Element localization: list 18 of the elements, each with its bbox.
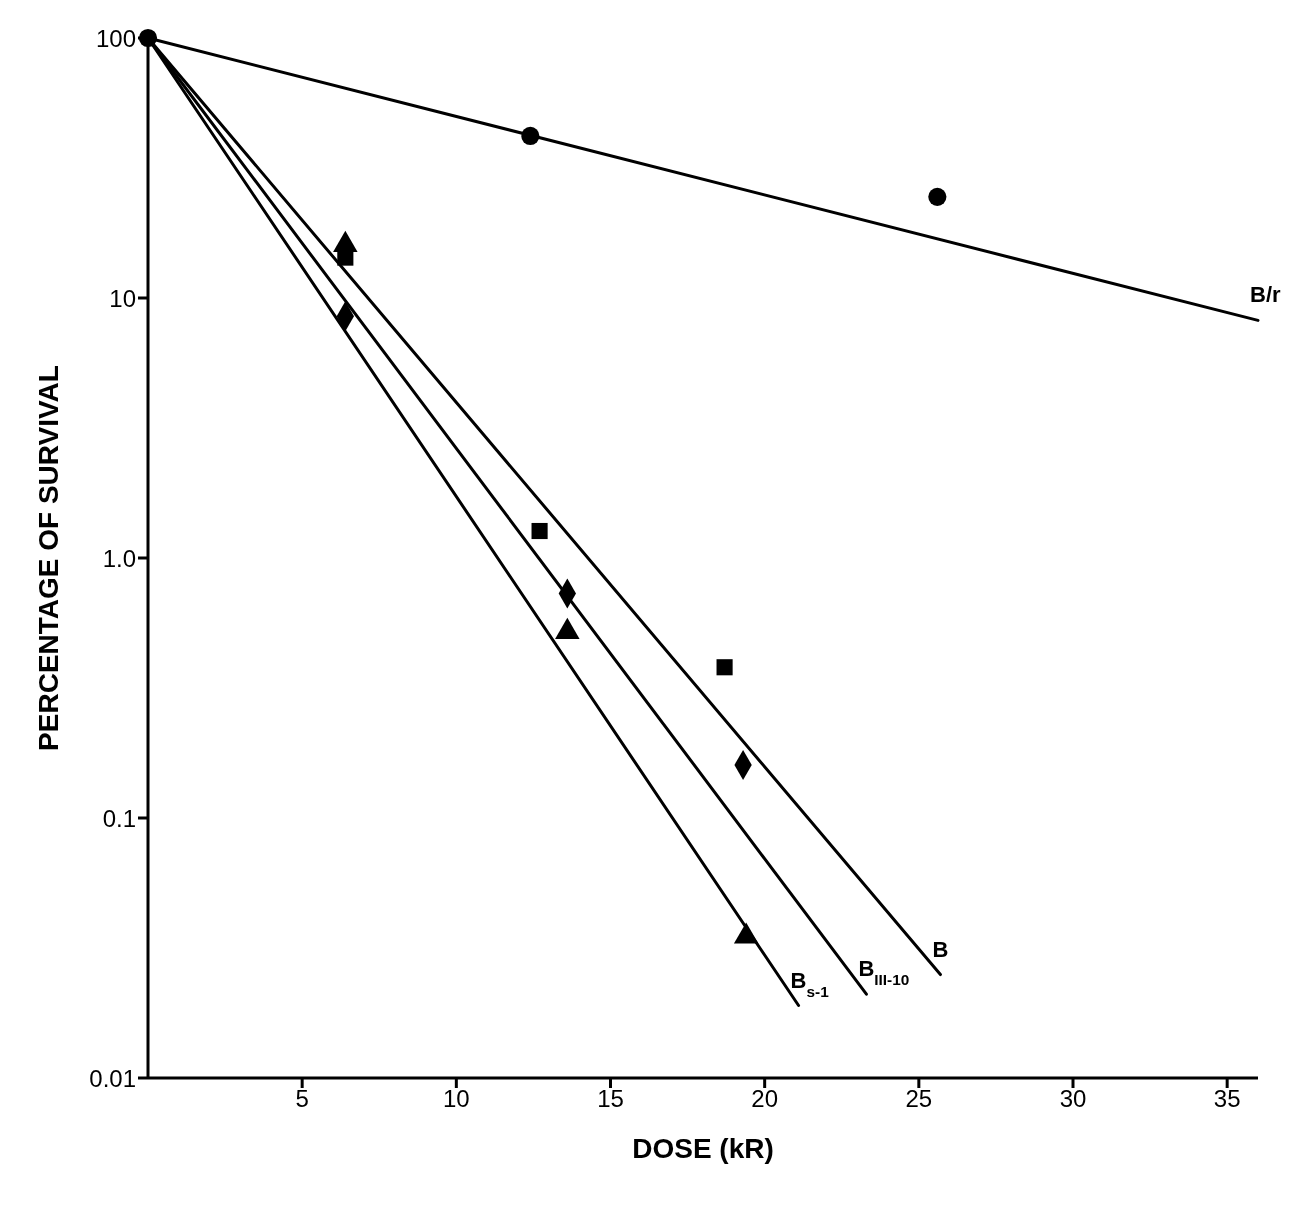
y-tick-label: 100 (95, 24, 136, 52)
x-tick-label: 25 (905, 1085, 933, 1113)
y-tick-label: 10 (109, 284, 136, 312)
y-tick-label: 1.0 (102, 544, 136, 572)
series-label: B$_{III-10}$ (858, 956, 910, 988)
series-label: B (932, 936, 949, 962)
series-label: B$_{s-1}$ (790, 967, 830, 1000)
y-axis-title: PERCENTAGE OF SURVIVAL (32, 365, 64, 751)
x-tick-label: 20 (751, 1085, 779, 1113)
x-tick-label: 15 (597, 1085, 624, 1113)
x-tick-label: 30 (1059, 1085, 1087, 1113)
x-tick-label: 5 (295, 1085, 309, 1113)
y-tick-label: 0.1 (102, 804, 136, 832)
y-tick-label: 0.01 (89, 1064, 136, 1092)
x-tick-label: 10 (442, 1085, 470, 1113)
series-label: B/r (1250, 282, 1281, 308)
x-axis-title: DOSE (kR) (632, 1133, 774, 1164)
x-tick-label: 35 (1213, 1085, 1241, 1113)
